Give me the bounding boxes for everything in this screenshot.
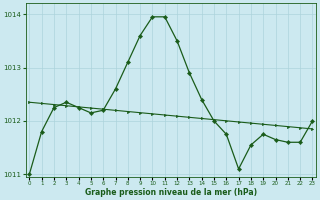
X-axis label: Graphe pression niveau de la mer (hPa): Graphe pression niveau de la mer (hPa) — [85, 188, 257, 197]
